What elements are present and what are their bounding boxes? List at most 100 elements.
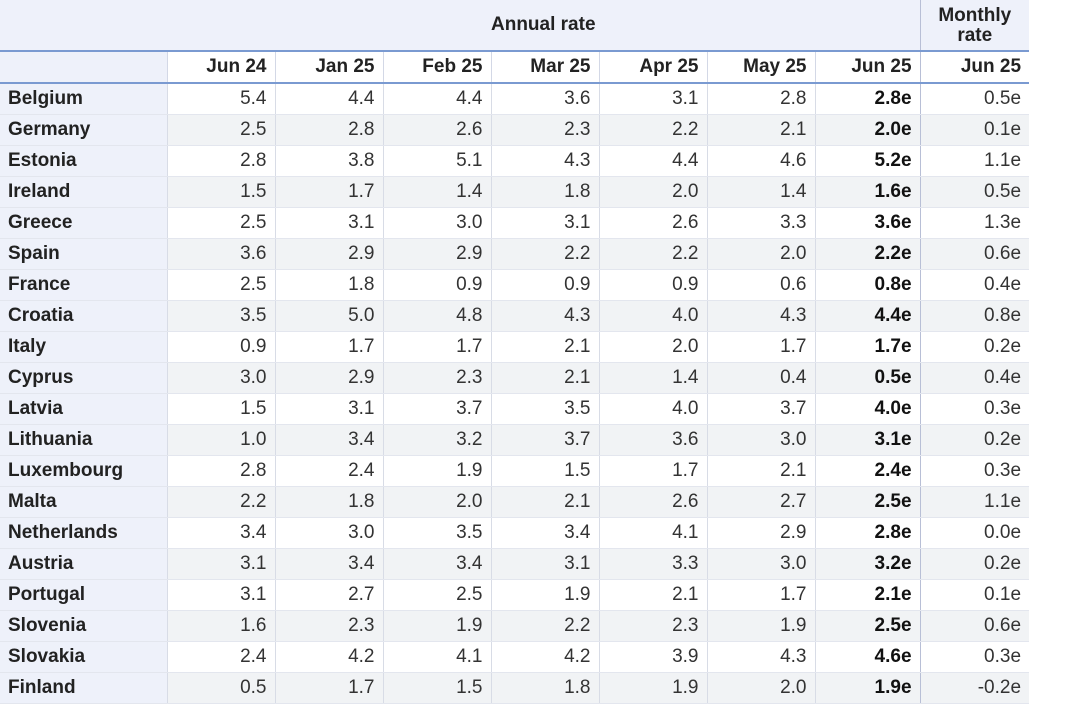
annual-rate-cell: 2.9: [382, 238, 491, 270]
annual-rate-cell: 0.4: [706, 362, 815, 394]
country-name: France: [0, 269, 167, 301]
table-row: Lithuania 1.0 3.4 3.2 3.7 3.6 3.0 3.1e 0.2e: [0, 424, 1030, 456]
latest-annual-rate-cell: 1.7e: [814, 331, 921, 363]
latest-annual-rate-cell: 5.2e: [814, 145, 921, 177]
annual-rate-cell: 2.1: [490, 362, 599, 394]
latest-annual-rate-cell: 2.5e: [814, 610, 921, 642]
annual-rate-cell: 2.8: [166, 455, 275, 487]
country-name: Spain: [0, 238, 167, 270]
monthly-rate-header: Monthly rate: [919, 0, 1030, 51]
table-row: Germany 2.5 2.8 2.6 2.3 2.2 2.1 2.0e 0.1e: [0, 114, 1030, 146]
latest-annual-rate-cell: 3.6e: [814, 207, 921, 239]
column-header: Jun 25: [814, 50, 921, 84]
table-row: Netherlands 3.4 3.0 3.5 3.4 4.1 2.9 2.8e 0.0e: [0, 517, 1030, 549]
annual-rate-cell: 2.1: [598, 579, 707, 611]
annual-rate-cell: 1.9: [382, 455, 491, 487]
annual-rate-cell: 3.8: [274, 145, 383, 177]
annual-rate-cell: 3.4: [274, 424, 383, 456]
annual-rate-cell: 1.9: [706, 610, 815, 642]
latest-annual-rate-cell: 0.5e: [814, 362, 921, 394]
annual-rate-cell: 2.7: [274, 579, 383, 611]
annual-rate-cell: 2.5: [166, 114, 275, 146]
annual-rate-cell: 3.6: [166, 238, 275, 270]
annual-rate-cell: 4.0: [598, 393, 707, 425]
annual-rate-cell: 3.1: [490, 548, 599, 580]
group-header-row: Annual rate Monthly rate: [0, 0, 1030, 51]
latest-annual-rate-cell: 1.6e: [814, 176, 921, 208]
annual-rate-cell: 2.6: [598, 207, 707, 239]
annual-rate-cell: 0.9: [490, 269, 599, 301]
annual-rate-cell: 2.7: [706, 486, 815, 518]
monthly-rate-header-line1: Monthly: [938, 5, 1012, 26]
column-header: May 25: [706, 50, 815, 84]
monthly-rate-cell: 0.4e: [919, 269, 1030, 301]
annual-rate-cell: 2.8: [274, 114, 383, 146]
annual-rate-cell: 2.8: [706, 83, 815, 115]
annual-rate-cell: 5.0: [274, 300, 383, 332]
monthly-rate-cell: 1.1e: [919, 145, 1030, 177]
annual-rate-cell: 2.9: [706, 517, 815, 549]
annual-rate-cell: 2.4: [274, 455, 383, 487]
monthly-rate-cell: 0.1e: [919, 579, 1030, 611]
annual-rate-cell: 4.3: [706, 641, 815, 673]
monthly-rate-cell: 0.2e: [919, 548, 1030, 580]
column-header: Feb 25: [382, 50, 491, 84]
latest-annual-rate-cell: 4.4e: [814, 300, 921, 332]
annual-rate-cell: 4.4: [382, 83, 491, 115]
annual-rate-cell: 2.0: [598, 176, 707, 208]
country-name: Belgium: [0, 83, 167, 115]
annual-rate-cell: 2.6: [382, 114, 491, 146]
annual-rate-cell: 3.4: [274, 548, 383, 580]
latest-annual-rate-cell: 0.8e: [814, 269, 921, 301]
annual-rate-cell: 3.5: [490, 393, 599, 425]
annual-rate-cell: 1.6: [166, 610, 275, 642]
monthly-rate-cell: 1.3e: [919, 207, 1030, 239]
table-row: Spain 3.6 2.9 2.9 2.2 2.2 2.0 2.2e 0.6e: [0, 238, 1030, 270]
annual-rate-cell: 1.7: [706, 331, 815, 363]
annual-rate-cell: 3.0: [274, 517, 383, 549]
annual-rate-cell: 3.3: [598, 548, 707, 580]
annual-rate-cell: 3.1: [274, 207, 383, 239]
monthly-rate-cell: 0.8e: [919, 300, 1030, 332]
country-name: Malta: [0, 486, 167, 518]
annual-rate-cell: 2.0: [706, 238, 815, 270]
table-row: Estonia 2.8 3.8 5.1 4.3 4.4 4.6 5.2e 1.1e: [0, 145, 1030, 177]
annual-rate-cell: 3.1: [490, 207, 599, 239]
latest-annual-rate-cell: 1.9e: [814, 672, 921, 704]
country-name: Lithuania: [0, 424, 167, 456]
table-row: Finland 0.5 1.7 1.5 1.8 1.9 2.0 1.9e -0.2e: [0, 672, 1030, 704]
country-name: Germany: [0, 114, 167, 146]
monthly-rate-cell: 0.6e: [919, 610, 1030, 642]
country-header-blank: [0, 0, 167, 51]
country-name: Cyprus: [0, 362, 167, 394]
monthly-rate-cell: 0.5e: [919, 83, 1030, 115]
annual-rate-cell: 3.1: [166, 548, 275, 580]
annual-rate-cell: 3.7: [706, 393, 815, 425]
annual-rate-cell: 1.7: [382, 331, 491, 363]
annual-rate-cell: 1.9: [382, 610, 491, 642]
annual-rate-cell: 1.5: [166, 176, 275, 208]
table-row: Luxembourg 2.8 2.4 1.9 1.5 1.7 2.1 2.4e 0.3e: [0, 455, 1030, 487]
annual-rate-cell: 1.4: [706, 176, 815, 208]
country-column-header: [0, 50, 167, 84]
annual-rate-cell: 4.3: [490, 300, 599, 332]
annual-rate-cell: 1.5: [166, 393, 275, 425]
annual-rate-cell: 4.0: [598, 300, 707, 332]
table-row: Cyprus 3.0 2.9 2.3 2.1 1.4 0.4 0.5e 0.4e: [0, 362, 1030, 394]
monthly-rate-cell: 0.6e: [919, 238, 1030, 270]
monthly-rate-header-line2: rate: [957, 25, 993, 46]
monthly-rate-cell: 0.1e: [919, 114, 1030, 146]
monthly-rate-cell: 0.2e: [919, 424, 1030, 456]
country-name: Portugal: [0, 579, 167, 611]
column-header: Jun 24: [166, 50, 275, 84]
latest-annual-rate-cell: 2.2e: [814, 238, 921, 270]
annual-rate-cell: 3.0: [382, 207, 491, 239]
annual-rate-cell: 3.4: [166, 517, 275, 549]
inflation-table: Annual rate Monthly rate Jun 24 Jan 25 F…: [0, 0, 1030, 704]
annual-rate-cell: 3.4: [490, 517, 599, 549]
annual-rate-cell: 2.5: [382, 579, 491, 611]
annual-rate-cell: 4.3: [490, 145, 599, 177]
country-name: Austria: [0, 548, 167, 580]
country-name: Italy: [0, 331, 167, 363]
country-name: Latvia: [0, 393, 167, 425]
